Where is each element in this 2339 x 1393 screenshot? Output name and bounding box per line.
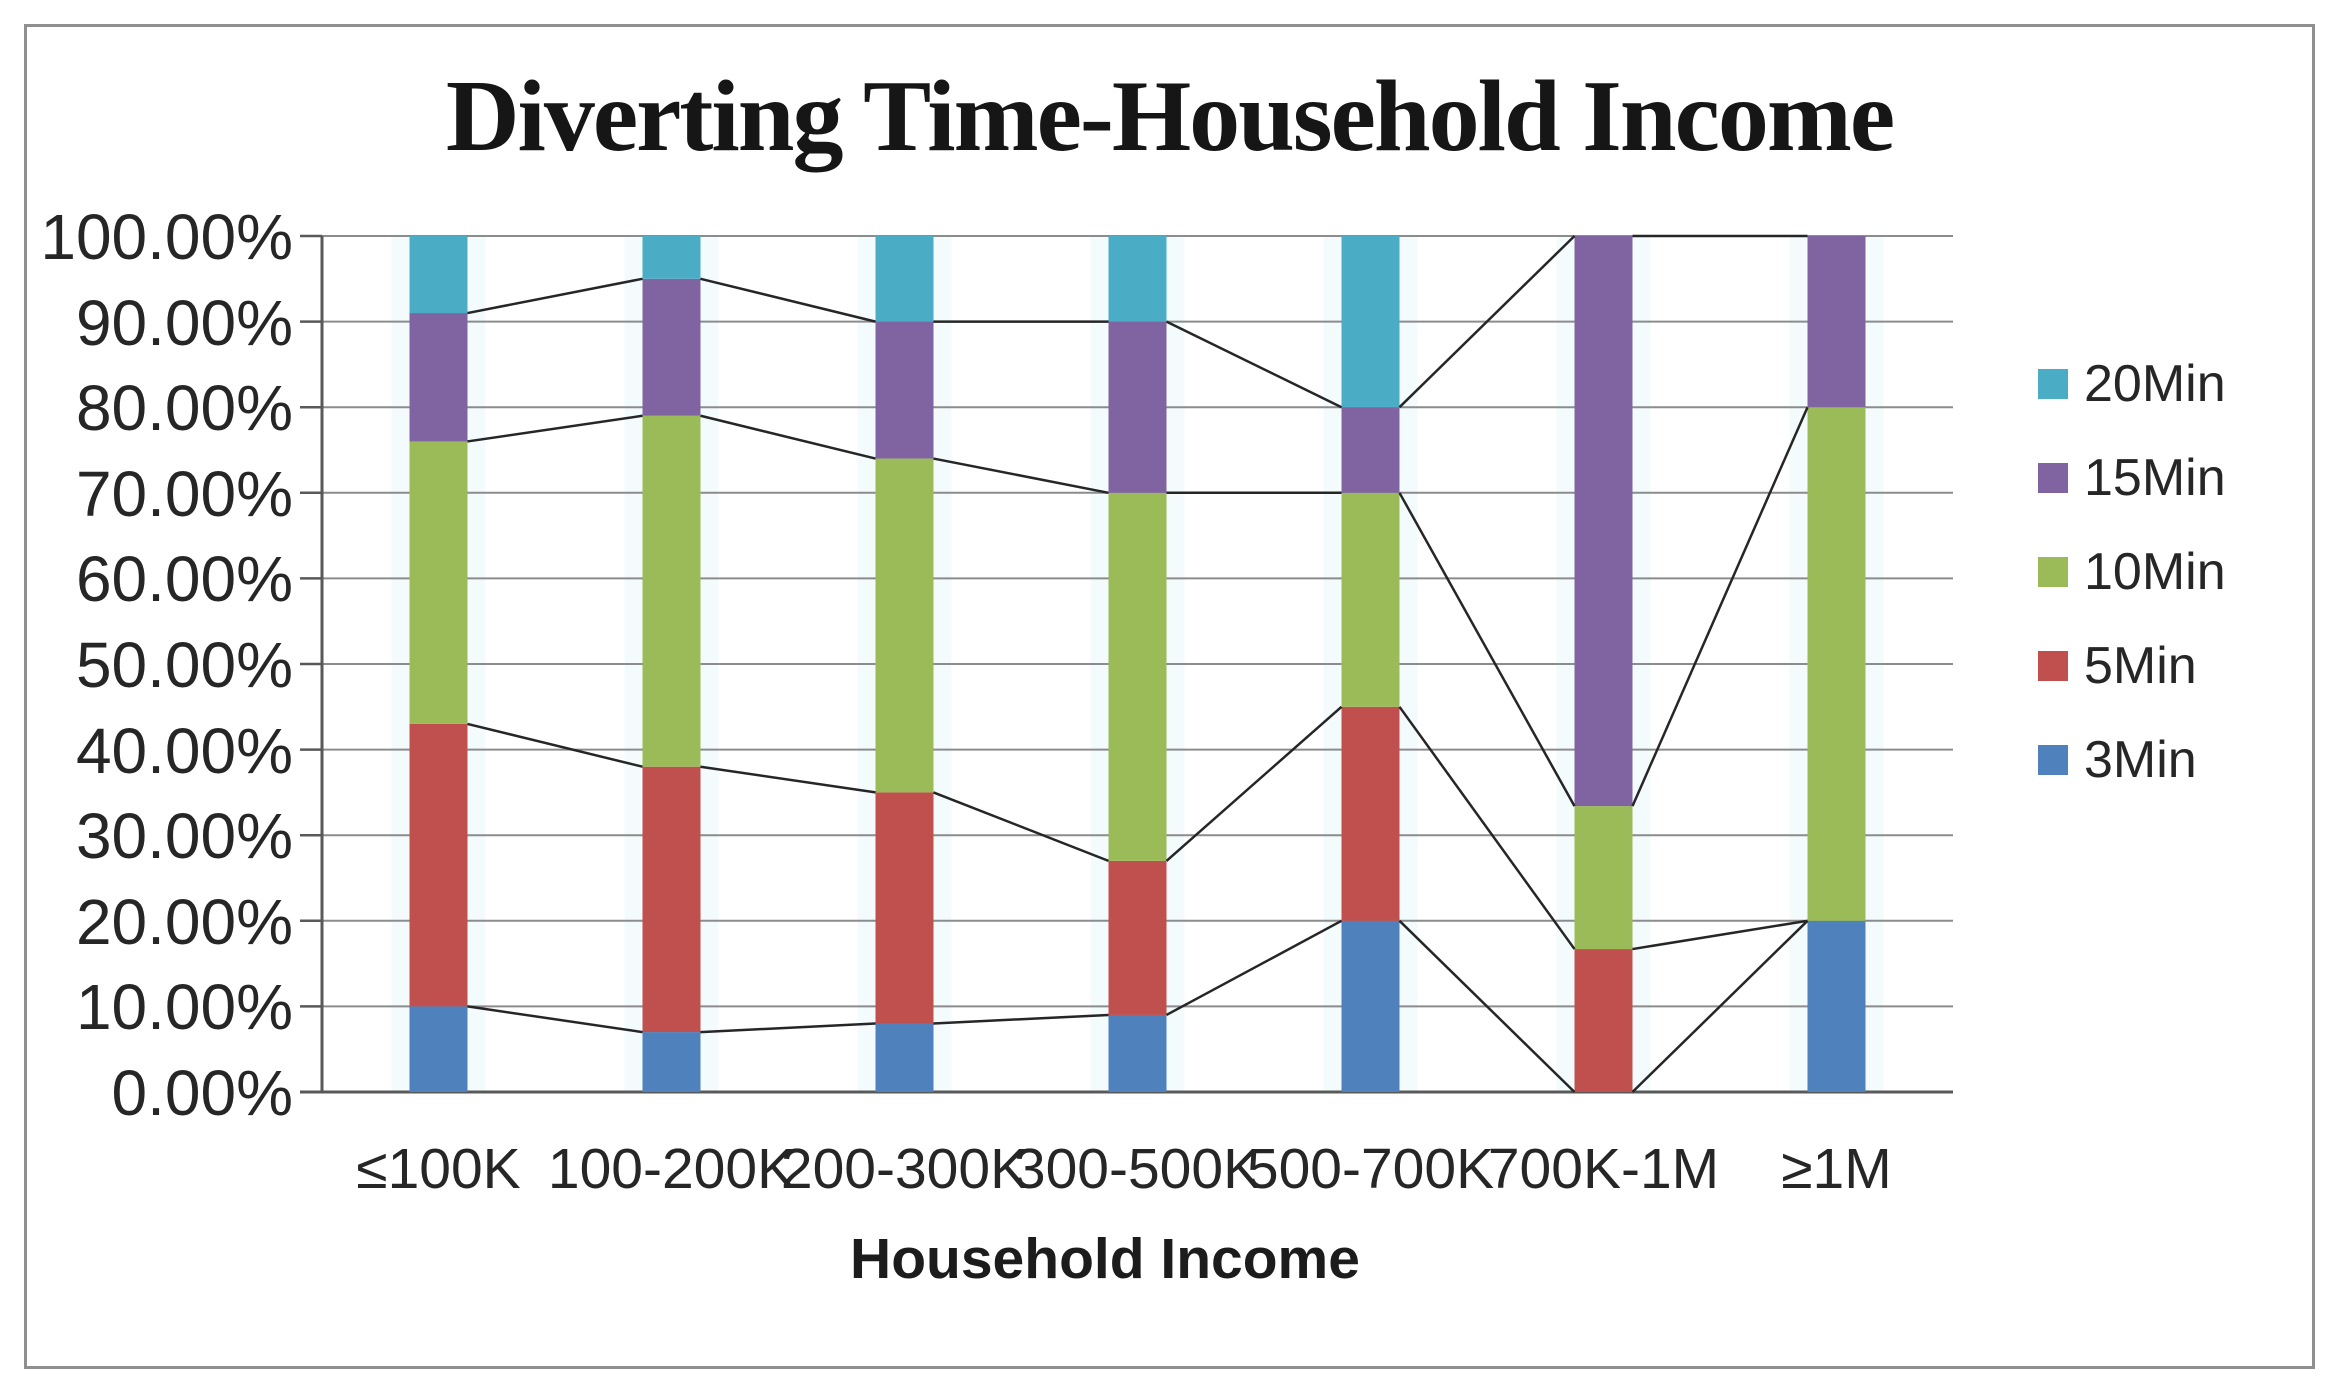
bar-segment-15Min bbox=[1807, 236, 1866, 408]
bar-segment-5Min bbox=[1341, 706, 1400, 921]
bar-segment-3Min bbox=[1341, 920, 1400, 1092]
y-tick-label: 60.00% bbox=[75, 543, 293, 616]
bar-segment-15Min bbox=[642, 278, 701, 416]
legend-label: 3Min bbox=[2084, 731, 2197, 789]
bar-segment-15Min bbox=[409, 313, 468, 442]
series-line bbox=[700, 765, 876, 794]
legend-label: 20Min bbox=[2084, 355, 2226, 413]
series-line bbox=[467, 414, 643, 443]
legend-item-3Min: 3Min bbox=[2038, 730, 2197, 790]
legend-label: 10Min bbox=[2084, 543, 2226, 601]
series-line bbox=[1165, 320, 1343, 409]
series-line bbox=[467, 277, 643, 315]
series-line bbox=[933, 791, 1109, 863]
legend-marker-icon bbox=[2038, 745, 2068, 775]
series-line bbox=[1398, 492, 1576, 807]
series-line bbox=[1631, 406, 1809, 807]
bar-segment-20Min bbox=[1108, 236, 1167, 322]
series-line bbox=[700, 277, 876, 323]
bar-segment-3Min bbox=[642, 1032, 701, 1092]
x-tick-label: 500-700K bbox=[1246, 1137, 1495, 1201]
legend-marker-icon bbox=[2038, 557, 2068, 587]
bar-segment-5Min bbox=[409, 723, 468, 1007]
series-line bbox=[1398, 706, 1576, 950]
legend-marker-icon bbox=[2038, 651, 2068, 681]
bar-segment-3Min bbox=[875, 1023, 934, 1092]
x-tick-label: ≥1M bbox=[1781, 1137, 1892, 1201]
x-tick-label: 100-200K bbox=[547, 1137, 796, 1201]
y-tick-label: 90.00% bbox=[75, 286, 293, 359]
legend-marker-icon bbox=[2038, 463, 2068, 493]
y-tick-label: 50.00% bbox=[75, 629, 293, 701]
bar-segment-20Min bbox=[642, 236, 701, 279]
bar-segment-5Min bbox=[875, 792, 934, 1024]
legend-item-15Min: 15Min bbox=[2038, 448, 2226, 508]
bar-segment-10Min bbox=[1807, 407, 1866, 921]
series-line bbox=[1165, 919, 1343, 1017]
bar-segment-5Min bbox=[1574, 949, 1633, 1092]
series-line bbox=[1631, 919, 1809, 1093]
bar-segment-10Min bbox=[875, 458, 934, 793]
series-line bbox=[933, 457, 1109, 495]
y-tick-label: 20.00% bbox=[75, 885, 293, 958]
bar-segment-15Min bbox=[1341, 407, 1400, 493]
bar-segment-5Min bbox=[642, 766, 701, 1033]
chart-title: Diverting Time-Household Income bbox=[445, 60, 1895, 173]
bar-segment-10Min bbox=[409, 441, 468, 724]
bar-segment-5Min bbox=[1108, 860, 1167, 1015]
series-line bbox=[1398, 919, 1576, 1093]
y-tick-label: 0.00% bbox=[111, 1057, 293, 1129]
legend-label: 5Min bbox=[2084, 637, 2197, 695]
bar-segment-15Min bbox=[1574, 236, 1633, 807]
x-tick-label: 200-300K bbox=[780, 1137, 1029, 1201]
series-line bbox=[700, 414, 876, 460]
y-tick-label: 100.00% bbox=[40, 201, 293, 273]
y-tick-label: 30.00% bbox=[75, 800, 293, 873]
bar-segment-3Min bbox=[409, 1006, 468, 1092]
bar-segment-10Min bbox=[1574, 806, 1633, 950]
series-line bbox=[933, 1013, 1109, 1025]
bar-segment-3Min bbox=[1108, 1014, 1167, 1092]
legend-label: 15Min bbox=[2084, 449, 2226, 507]
x-axis-title: Household Income bbox=[850, 1227, 1360, 1291]
series-line bbox=[1165, 705, 1343, 862]
series-line bbox=[1632, 919, 1808, 951]
bar-segment-15Min bbox=[875, 321, 934, 459]
bar-segment-20Min bbox=[409, 236, 468, 314]
bar-segment-20Min bbox=[1341, 236, 1400, 408]
bar-segment-10Min bbox=[642, 415, 701, 767]
legend-item-5Min: 5Min bbox=[2038, 636, 2197, 696]
legend-item-10Min: 10Min bbox=[2038, 542, 2226, 602]
y-tick-label: 80.00% bbox=[75, 372, 293, 445]
legend-item-20Min: 20Min bbox=[2038, 354, 2226, 414]
y-tick-label: 70.00% bbox=[75, 457, 293, 530]
bar-segment-10Min bbox=[1341, 492, 1400, 707]
x-tick-label: 300-500K bbox=[1013, 1137, 1262, 1201]
legend-marker-icon bbox=[2038, 369, 2068, 399]
series-line bbox=[467, 722, 643, 768]
bar-segment-20Min bbox=[875, 236, 934, 322]
series-line bbox=[1398, 235, 1576, 409]
x-tick-label: 700K-1M bbox=[1487, 1137, 1720, 1201]
bar-segment-10Min bbox=[1108, 492, 1167, 861]
x-tick-label: ≤100K bbox=[356, 1137, 521, 1201]
bar-segment-15Min bbox=[1108, 321, 1167, 493]
series-line bbox=[467, 1005, 643, 1034]
y-tick-label: 10.00% bbox=[75, 971, 293, 1044]
y-tick-label: 40.00% bbox=[75, 714, 293, 787]
series-line bbox=[700, 1022, 876, 1034]
bar-segment-3Min bbox=[1807, 920, 1866, 1092]
